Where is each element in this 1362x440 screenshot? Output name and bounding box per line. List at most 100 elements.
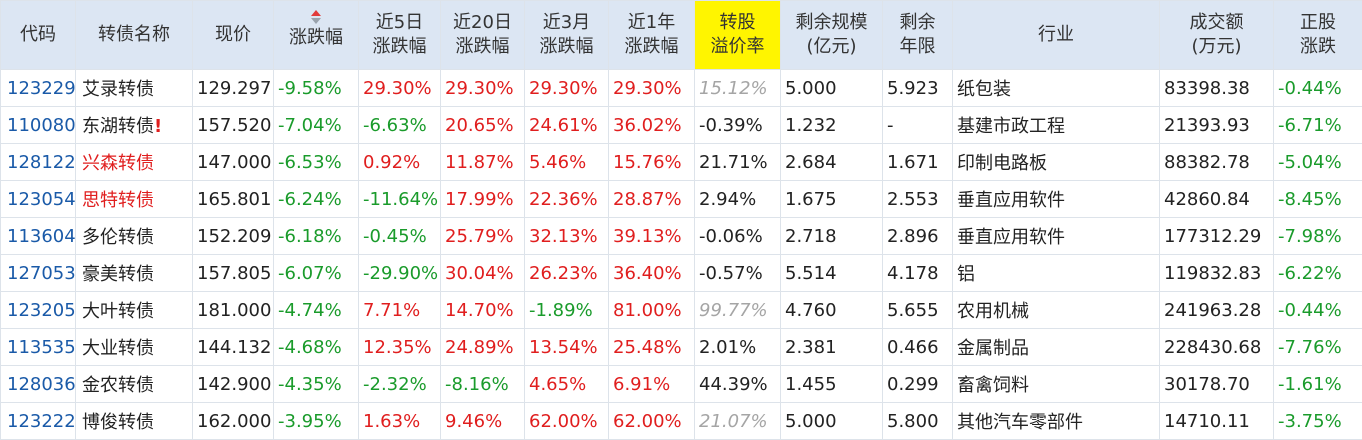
col-header-chg[interactable]: 涨跌幅: [273, 0, 359, 70]
table-row[interactable]: 113604 多伦转债 152.209 -6.18% -0.45% 25.79% 32.13…: [0, 217, 1362, 255]
chg-cell: -3.95%: [273, 402, 359, 440]
industry-cell: 印制电路板: [952, 143, 1160, 181]
stock-chg-cell: -5.04%: [1273, 143, 1362, 181]
chg20d-cell: 30.04%: [440, 254, 525, 292]
turnover-cell: 30178.70: [1159, 365, 1274, 403]
industry-cell: 垂直应用软件: [952, 217, 1160, 255]
chg20d-cell: 11.87%: [440, 143, 525, 181]
col-header-chg5d[interactable]: 近5日 涨跌幅: [358, 0, 441, 70]
chg-cell: -7.04%: [273, 106, 359, 144]
col-header-price-label: 现价: [215, 24, 251, 45]
chg-cell: -4.35%: [273, 365, 359, 403]
chg1y-cell: 36.02%: [608, 106, 695, 144]
turnover-cell: 21393.93: [1159, 106, 1274, 144]
bond-name-link[interactable]: 多伦转债: [75, 217, 193, 255]
turnover-cell: 241963.28: [1159, 291, 1274, 329]
industry-cell: 金属制品: [952, 328, 1160, 366]
table-row[interactable]: 123229 艾录转债 129.297 -9.58% 29.30% 29.30% 29.30…: [0, 69, 1362, 107]
premium-cell: 21.71%: [694, 143, 781, 181]
premium-cell: -0.06%: [694, 217, 781, 255]
col-header-chg1y[interactable]: 近1年 涨跌幅: [608, 0, 695, 70]
chg1y-cell: 25.48%: [608, 328, 695, 366]
premium-cell: 2.01%: [694, 328, 781, 366]
years-cell: 5.655: [882, 291, 953, 329]
bond-name-link[interactable]: 豪美转债: [75, 254, 193, 292]
bond-name-link[interactable]: 艾录转债: [75, 69, 193, 107]
col-header-chg1y-line2: 涨跌幅: [624, 36, 679, 57]
table-row[interactable]: 110080 东湖转债! 157.520 -7.04% -6.63% 20.65% 24.6…: [0, 106, 1362, 144]
col-header-stock-chg-line1: 正股: [1300, 12, 1336, 33]
table-row[interactable]: 123054 思特转债 165.801 -6.24% -11.64% 17.99% 22.3…: [0, 180, 1362, 218]
turnover-cell: 83398.38: [1159, 69, 1274, 107]
table-row[interactable]: 128036 金农转债 142.900 -4.35% -2.32% -8.16% 4.65%…: [0, 365, 1362, 403]
turnover-cell: 42860.84: [1159, 180, 1274, 218]
chg1y-cell: 15.76%: [608, 143, 695, 181]
price-cell: 129.297: [192, 69, 274, 107]
bond-code-link[interactable]: 113604: [0, 217, 76, 255]
price-cell: 147.000: [192, 143, 274, 181]
chg3m-cell: 4.65%: [524, 365, 609, 403]
price-cell: 157.520: [192, 106, 274, 144]
col-header-turnover[interactable]: 成交额 (万元): [1159, 0, 1274, 70]
chg20d-cell: 29.30%: [440, 69, 525, 107]
bond-code-link[interactable]: 128122: [0, 143, 76, 181]
chg-cell: -6.18%: [273, 217, 359, 255]
turnover-cell: 177312.29: [1159, 217, 1274, 255]
years-cell: 5.923: [882, 69, 953, 107]
col-header-stock-chg-line2: 涨跌: [1300, 36, 1336, 57]
chg-cell: -9.58%: [273, 69, 359, 107]
stock-chg-cell: -7.76%: [1273, 328, 1362, 366]
col-header-chg5d-line1: 近5日: [375, 12, 424, 33]
col-header-industry[interactable]: 行业: [952, 0, 1160, 70]
col-header-chg20d[interactable]: 近20日 涨跌幅: [440, 0, 525, 70]
industry-cell: 纸包装: [952, 69, 1160, 107]
bond-name-link[interactable]: 博俊转债: [75, 402, 193, 440]
bond-code-link[interactable]: 123222: [0, 402, 76, 440]
bond-code-link[interactable]: 123205: [0, 291, 76, 329]
bond-name-link[interactable]: 金农转债: [75, 365, 193, 403]
chg5d-cell: 7.71%: [358, 291, 441, 329]
chg1y-cell: 81.00%: [608, 291, 695, 329]
scale-cell: 1.675: [780, 180, 883, 218]
bond-code-link[interactable]: 128036: [0, 365, 76, 403]
table-row[interactable]: 123222 博俊转债 162.000 -3.95% 1.63% 9.46% 62.00% 6…: [0, 402, 1362, 440]
chg5d-cell: -11.64%: [358, 180, 441, 218]
col-header-scale[interactable]: 剩余规模 (亿元): [780, 0, 883, 70]
bond-name-link[interactable]: 思特转债: [75, 180, 193, 218]
years-cell: 0.299: [882, 365, 953, 403]
bond-code-link[interactable]: 123229: [0, 69, 76, 107]
col-header-stock-chg[interactable]: 正股 涨跌: [1273, 0, 1362, 70]
chg3m-cell: 29.30%: [524, 69, 609, 107]
col-header-scale-line2: (亿元): [806, 36, 857, 57]
col-header-chg3m[interactable]: 近3月 涨跌幅: [524, 0, 609, 70]
chg20d-cell: 24.89%: [440, 328, 525, 366]
col-header-years-line1: 剩余: [899, 12, 936, 33]
bond-code-link[interactable]: 127053: [0, 254, 76, 292]
stock-chg-cell: -8.45%: [1273, 180, 1362, 218]
table-row[interactable]: 127053 豪美转债 157.805 -6.07% -29.90% 30.04% 26.2…: [0, 254, 1362, 292]
industry-cell: 畜禽饲料: [952, 365, 1160, 403]
bond-code-link[interactable]: 110080: [0, 106, 76, 144]
bond-name-link[interactable]: 兴森转债: [75, 143, 193, 181]
bond-code-link[interactable]: 123054: [0, 180, 76, 218]
col-header-code[interactable]: 代码: [0, 0, 76, 70]
price-cell: 165.801: [192, 180, 274, 218]
bond-name-text: 东湖转债: [82, 116, 154, 137]
bond-code-link[interactable]: 113535: [0, 328, 76, 366]
table-row[interactable]: 123205 大叶转债 181.000 -4.74% 7.71% 14.70% -1.89%…: [0, 291, 1362, 329]
chg5d-cell: -6.63%: [358, 106, 441, 144]
col-header-years[interactable]: 剩余 年限: [882, 0, 953, 70]
table-row[interactable]: 113535 大业转债 144.132 -4.68% 12.35% 24.89% 13.54…: [0, 328, 1362, 366]
table-body: 123229 艾录转债 129.297 -9.58% 29.30% 29.30% 29.30…: [0, 69, 1362, 440]
sort-desc-arrows-icon[interactable]: [311, 10, 321, 24]
col-header-name[interactable]: 转债名称: [75, 0, 193, 70]
bond-name-link[interactable]: 东湖转债!: [75, 106, 193, 144]
table-row[interactable]: 128122 兴森转债 147.000 -6.53% 0.92% 11.87% 5.46% 1…: [0, 143, 1362, 181]
chg3m-cell: 22.36%: [524, 180, 609, 218]
col-header-chg3m-line2: 涨跌幅: [539, 36, 594, 57]
bond-name-link[interactable]: 大叶转债: [75, 291, 193, 329]
col-header-premium[interactable]: 转股 溢价率: [694, 0, 781, 70]
col-header-price[interactable]: 现价: [192, 0, 274, 70]
chg3m-cell: -1.89%: [524, 291, 609, 329]
bond-name-link[interactable]: 大业转债: [75, 328, 193, 366]
